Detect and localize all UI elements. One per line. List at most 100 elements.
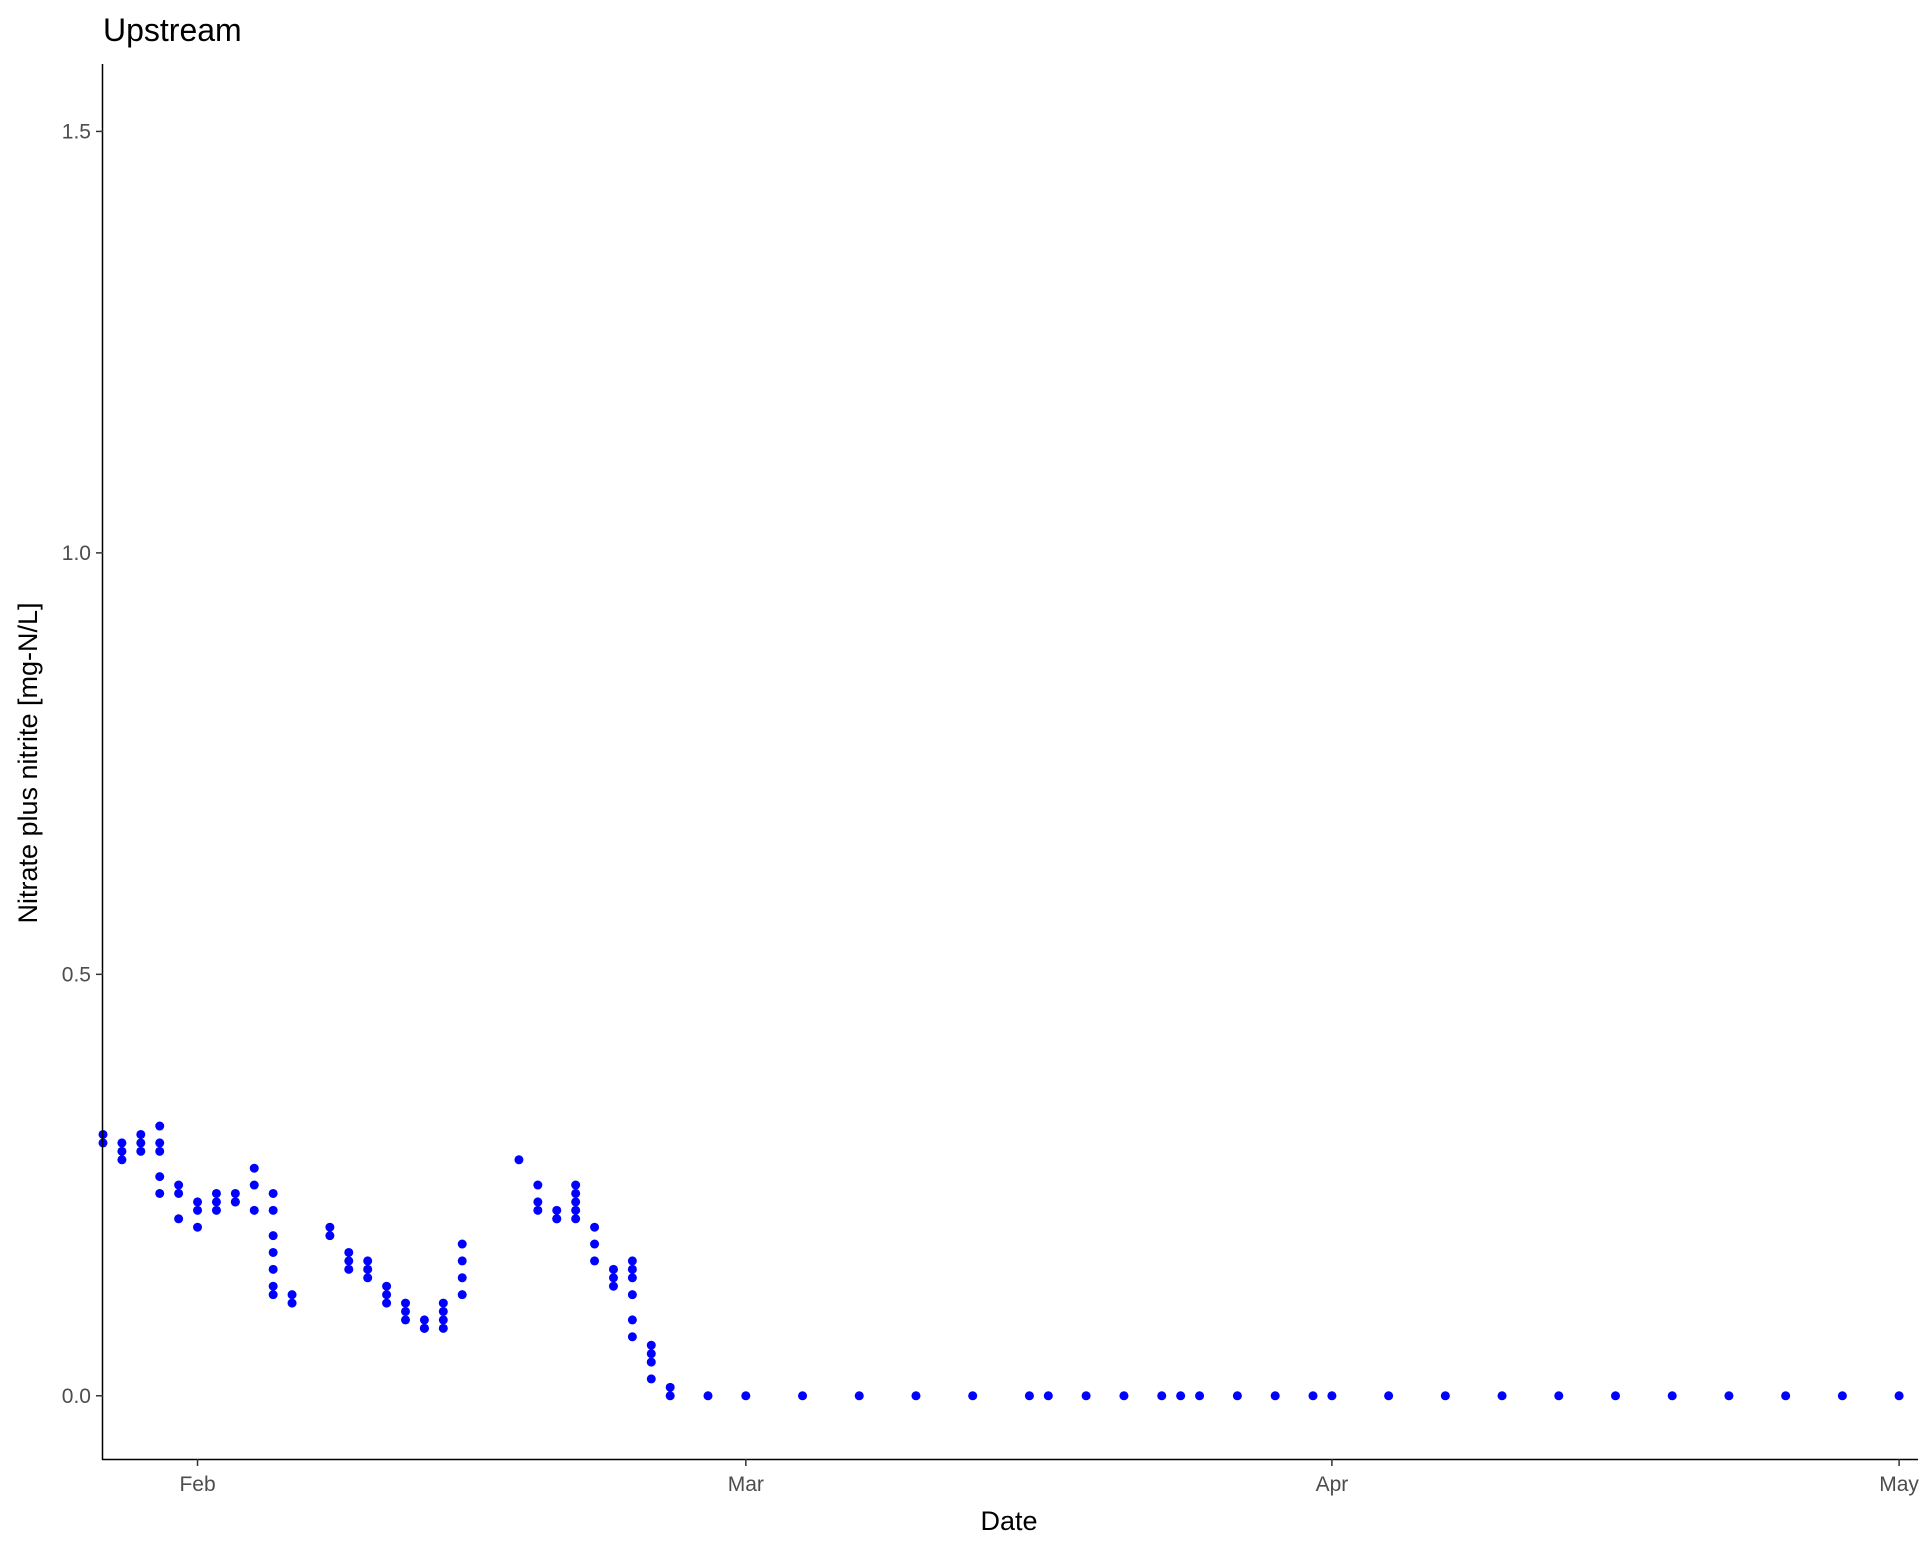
data-point: [1308, 1391, 1318, 1401]
data-point: [268, 1188, 278, 1198]
data-point: [1270, 1391, 1280, 1401]
data-point: [136, 1129, 146, 1139]
data-point: [457, 1273, 467, 1283]
data-point: [325, 1231, 335, 1241]
data-point: [1667, 1391, 1677, 1401]
data-point: [249, 1180, 259, 1190]
data-point: [249, 1163, 259, 1173]
data-point: [627, 1315, 637, 1325]
data-point: [117, 1146, 127, 1156]
data-point: [193, 1222, 203, 1232]
data-point: [590, 1256, 600, 1266]
data-point: [703, 1391, 713, 1401]
data-point: [1327, 1391, 1337, 1401]
data-point: [249, 1205, 259, 1215]
data-point: [1119, 1391, 1129, 1401]
data-point: [552, 1205, 562, 1215]
data-point: [193, 1205, 203, 1215]
data-point: [438, 1315, 448, 1325]
data-point: [1384, 1391, 1394, 1401]
data-point: [590, 1222, 600, 1232]
data-point: [533, 1205, 543, 1215]
data-point: [457, 1256, 467, 1266]
data-point: [382, 1290, 392, 1300]
data-point: [1081, 1391, 1091, 1401]
data-point: [174, 1214, 184, 1224]
data-point: [344, 1247, 354, 1257]
data-point: [268, 1264, 278, 1274]
data-point: [1611, 1391, 1620, 1401]
data-point: [457, 1290, 467, 1300]
data-point: [627, 1256, 637, 1266]
data-point: [798, 1391, 808, 1401]
data-point: [401, 1306, 410, 1316]
y-tick-label: 1.5: [62, 120, 91, 143]
data-point: [627, 1264, 637, 1274]
data-point: [211, 1205, 221, 1215]
data-point: [741, 1391, 751, 1401]
data-point: [344, 1264, 354, 1274]
y-tick-label: 0.0: [62, 1385, 91, 1408]
data-point: [230, 1188, 240, 1198]
data-point: [344, 1256, 354, 1266]
data-point: [325, 1222, 335, 1232]
data-point: [533, 1180, 543, 1190]
data-point: [363, 1256, 373, 1266]
x-tick-label: Apr: [1316, 1473, 1349, 1496]
data-point: [1894, 1391, 1904, 1401]
data-point: [968, 1391, 978, 1401]
data-point: [230, 1197, 240, 1207]
data-point: [646, 1340, 656, 1350]
data-point: [1497, 1391, 1507, 1401]
data-point: [287, 1298, 297, 1308]
chart-title: Upstream: [103, 12, 242, 48]
data-point: [608, 1281, 618, 1291]
data-point: [136, 1138, 146, 1148]
data-point: [1195, 1391, 1205, 1401]
data-point: [627, 1290, 637, 1300]
y-tick-label: 0.5: [62, 963, 91, 986]
data-point: [193, 1197, 203, 1207]
data-point: [155, 1138, 165, 1148]
data-point: [571, 1214, 581, 1224]
data-point: [363, 1264, 373, 1274]
data-point: [155, 1146, 165, 1156]
data-point: [854, 1391, 864, 1401]
data-point: [1837, 1391, 1847, 1401]
data-point: [419, 1323, 429, 1333]
data-point: [363, 1273, 373, 1283]
data-point: [419, 1315, 429, 1325]
data-point: [1176, 1391, 1186, 1401]
data-point: [1440, 1391, 1450, 1401]
data-point: [438, 1306, 448, 1316]
data-point: [608, 1273, 618, 1283]
data-point: [571, 1180, 581, 1190]
data-point: [1781, 1391, 1791, 1401]
data-point: [1157, 1391, 1167, 1401]
x-tick-label: May: [1879, 1473, 1919, 1496]
data-point: [117, 1155, 127, 1165]
data-point: [268, 1231, 278, 1241]
data-point: [155, 1172, 165, 1182]
data-point: [287, 1290, 297, 1300]
data-point: [571, 1188, 581, 1198]
y-axis-title: Nitrate plus nitrite [mg-N/L]: [13, 602, 43, 923]
data-point: [211, 1188, 221, 1198]
data-point: [1232, 1391, 1242, 1401]
data-point: [533, 1197, 543, 1207]
data-point: [438, 1298, 448, 1308]
y-axis-ticks: 0.0 0.5 1.0 1.5: [62, 120, 103, 1408]
data-point: [590, 1239, 600, 1249]
x-axis-ticks: Feb Mar Apr May: [179, 1459, 1919, 1496]
data-point: [608, 1264, 618, 1274]
data-point: [665, 1382, 675, 1392]
data-point: [382, 1298, 392, 1308]
y-tick-label: 1.0: [62, 542, 91, 565]
data-point: [514, 1155, 524, 1165]
data-point: [646, 1374, 656, 1384]
data-point: [268, 1247, 278, 1257]
data-point: [1043, 1391, 1053, 1401]
data-point: [1024, 1391, 1034, 1401]
